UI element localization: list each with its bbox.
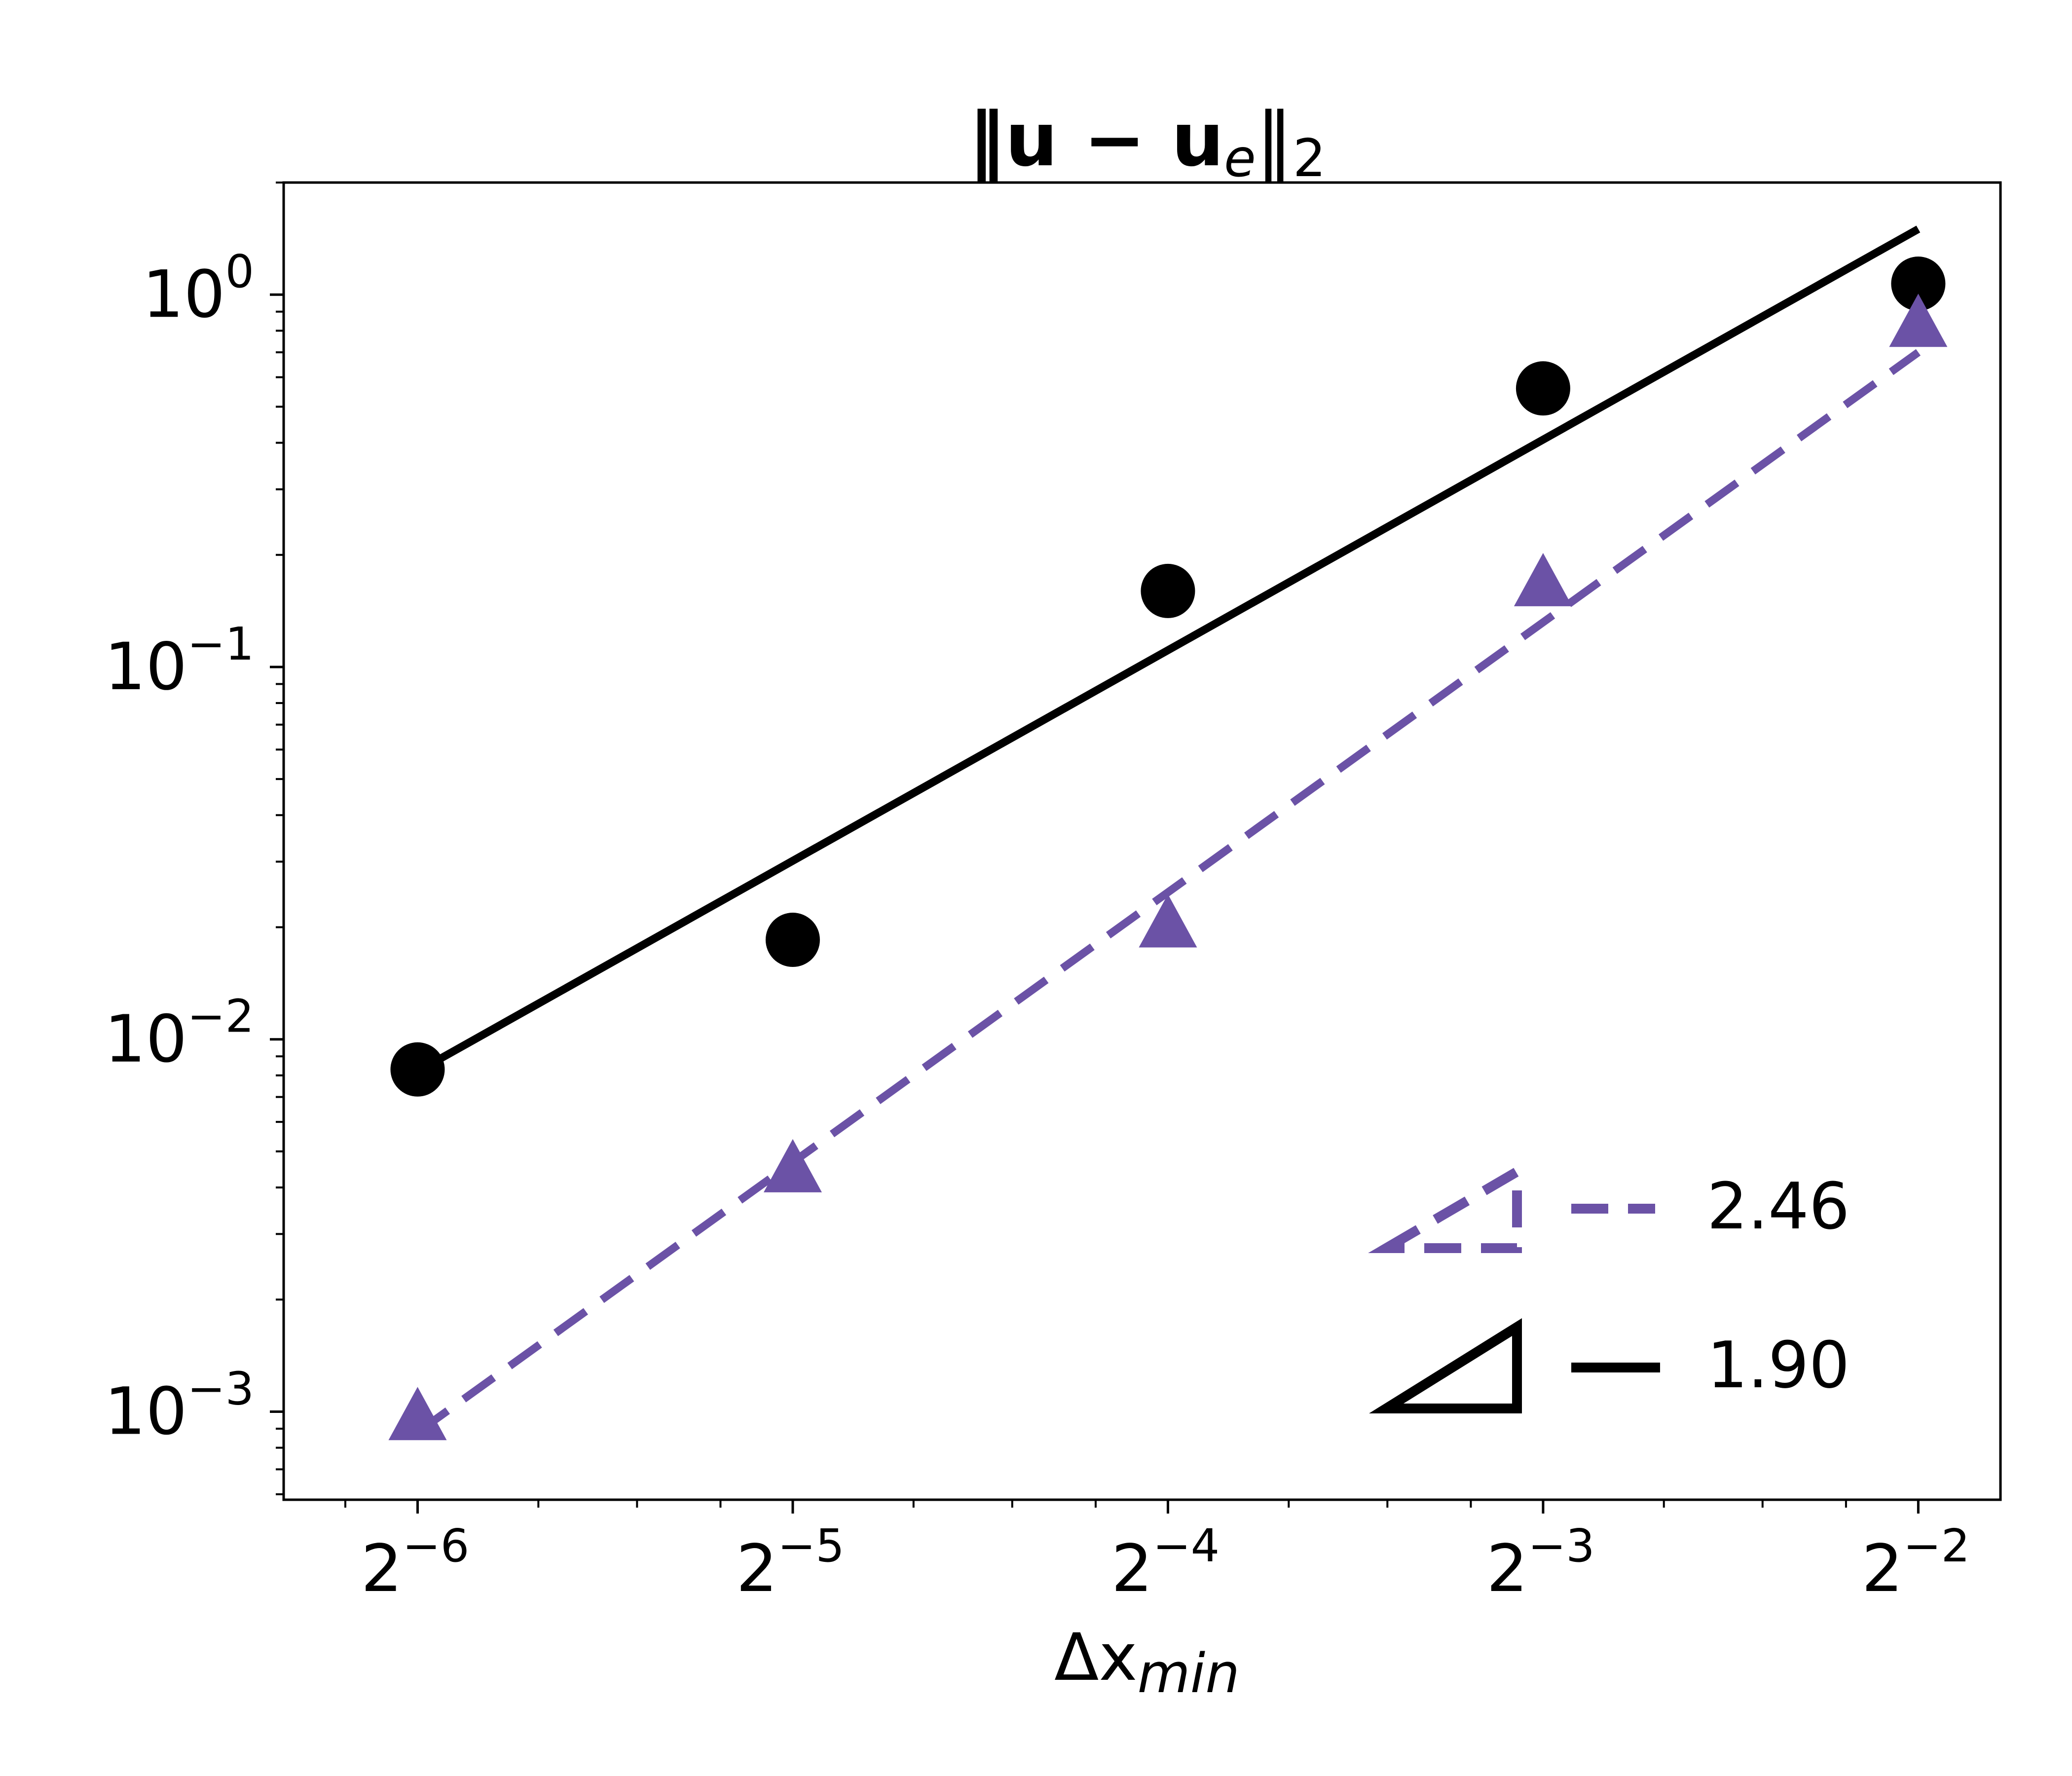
x-tick-exp-3: −3 xyxy=(1528,1519,1595,1572)
y-tick-label-1: 10−2 xyxy=(104,990,254,1077)
y-tick-exp-1: −2 xyxy=(187,990,254,1043)
y-tick-label-2: 10−1 xyxy=(104,618,254,705)
circle-point-1 xyxy=(765,913,820,967)
legend-label-1-90: 1.90 xyxy=(1707,1328,1850,1403)
y-minor-ticks xyxy=(276,182,284,1495)
title-norm-index: 2 xyxy=(1293,128,1326,188)
y-tick-base-0: 10 xyxy=(104,1373,187,1449)
circle-point-2 xyxy=(1141,563,1195,618)
triangle-point-3 xyxy=(1514,553,1572,606)
triangle-point-1 xyxy=(763,1139,822,1192)
x-minor-ticks xyxy=(344,1500,1847,1508)
legend-slope-triangle-2-46 xyxy=(1368,1163,1522,1253)
fit-line-2-46 xyxy=(415,349,1921,1436)
title-subscript: e xyxy=(1224,128,1256,188)
legend-label-2-46: 2.46 xyxy=(1707,1169,1850,1244)
x-tick-base-2: 2 xyxy=(1111,1531,1153,1607)
x-tick-label-1: 2−5 xyxy=(736,1519,845,1607)
legend-slope-triangle-1-90 xyxy=(1369,1318,1522,1413)
circle-point-4 xyxy=(1891,257,1946,311)
triangle-point-0 xyxy=(388,1387,447,1441)
y-tick-base-3: 10 xyxy=(142,257,225,333)
y-tick-base-1: 10 xyxy=(104,1001,187,1077)
y-tick-exp-0: −3 xyxy=(187,1362,254,1415)
x-tick-label-0: 2−6 xyxy=(361,1519,470,1607)
x-tick-exp-2: −4 xyxy=(1153,1519,1220,1572)
circle-point-3 xyxy=(1516,361,1570,416)
x-tick-base-3: 2 xyxy=(1486,1531,1528,1607)
x-axis: 2−6 2−5 2−4 2−3 2−2 xyxy=(361,1500,1970,1607)
x-tick-label-3: 2−3 xyxy=(1486,1519,1595,1607)
x-tick-base-0: 2 xyxy=(361,1531,403,1607)
triangle-point-4 xyxy=(1889,294,1948,347)
y-tick-base-2: 10 xyxy=(104,629,187,705)
y-tick-label-0: 10−3 xyxy=(104,1362,254,1449)
circle-point-0 xyxy=(390,1042,445,1097)
x-axis-label-sub: min xyxy=(1137,1642,1239,1705)
fit-line-1-90 xyxy=(415,225,1921,1075)
y-tick-exp-3: 0 xyxy=(225,245,254,298)
y-tick-label-3: 100 xyxy=(142,245,254,333)
legend: 2.46 1.90 xyxy=(1368,1163,1850,1413)
x-tick-exp-4: −2 xyxy=(1903,1519,1970,1572)
triangle-point-2 xyxy=(1139,894,1197,948)
x-axis-label: Δxmin xyxy=(1054,1620,1240,1705)
x-tick-exp-0: −6 xyxy=(403,1519,470,1572)
title-main: ‖u − u xyxy=(968,97,1224,183)
data-markers xyxy=(388,257,1948,1441)
legend-entry-1-90: 1.90 xyxy=(1369,1318,1850,1413)
x-tick-base-1: 2 xyxy=(736,1531,777,1607)
x-axis-label-main: Δx xyxy=(1054,1620,1137,1696)
x-tick-exp-1: −5 xyxy=(777,1519,845,1572)
title-norm-bar: ‖ xyxy=(1256,97,1293,183)
legend-entry-2-46: 2.46 xyxy=(1368,1163,1850,1253)
chart-title: ‖u − ue‖2 xyxy=(968,97,1326,188)
x-tick-label-2: 2−4 xyxy=(1111,1519,1220,1607)
x-tick-base-4: 2 xyxy=(1862,1531,1903,1607)
fit-lines xyxy=(415,225,1921,1436)
plot-frame xyxy=(282,181,2002,1501)
y-tick-exp-2: −1 xyxy=(187,618,254,670)
x-tick-label-4: 2−2 xyxy=(1862,1519,1970,1607)
